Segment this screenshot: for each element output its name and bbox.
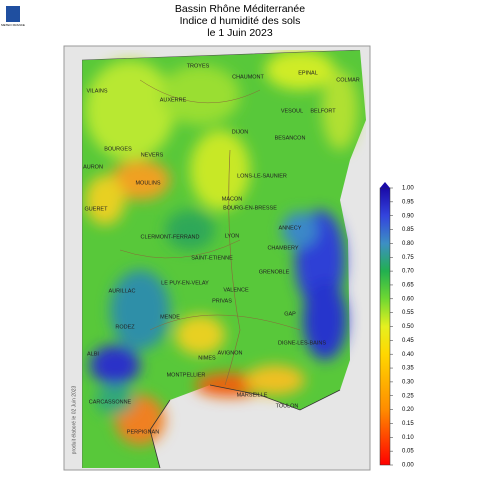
colorbar-tick-label: 0.70 bbox=[402, 269, 414, 275]
city-label: MACON bbox=[222, 196, 243, 202]
city-label: ANNECY bbox=[279, 225, 302, 231]
city-label: BESANCON bbox=[275, 135, 306, 141]
city-label: GAP bbox=[284, 311, 296, 317]
colorbar-tick-label: 0.75 bbox=[402, 255, 414, 261]
title: Indice d humidité des sols bbox=[180, 15, 301, 27]
city-label: VILAINS bbox=[86, 88, 107, 94]
colorbar-tick-label: 0.55 bbox=[402, 310, 414, 316]
colorbar-tick-label: 0.00 bbox=[402, 463, 414, 469]
colorbar-tick-label: 0.05 bbox=[402, 449, 414, 455]
colorbar bbox=[379, 187, 391, 466]
colorbar-tick-label: 0.10 bbox=[402, 435, 414, 441]
city-label: LE PUY-EN-VELAY bbox=[161, 280, 209, 286]
city-label: GRENOBLE bbox=[259, 269, 290, 275]
city-label: PERPIGNAN bbox=[127, 429, 159, 435]
city-label: TOULON bbox=[276, 403, 299, 409]
city-label: GUERET bbox=[85, 206, 109, 212]
city-label: MARSEILLE bbox=[237, 392, 268, 398]
title: le 1 Juin 2023 bbox=[207, 27, 273, 39]
city-label: SAINT-ETIENNE bbox=[191, 255, 233, 261]
city-label: RODEZ bbox=[115, 324, 135, 330]
city-label: AUXERRE bbox=[160, 97, 187, 103]
city-label: MENDE bbox=[160, 314, 180, 320]
city-label: LONS-LE-SAUNIER bbox=[237, 173, 287, 179]
city-label: BOURG-EN-BRESSE bbox=[223, 205, 277, 211]
colorbar-tick-label: 0.35 bbox=[402, 366, 414, 372]
colorbar-tick-label: 1.00 bbox=[402, 186, 414, 192]
colorbar-tick-label: 0.25 bbox=[402, 393, 414, 399]
city-label: AVIGNON bbox=[218, 350, 243, 356]
colorbar-tick-label: 0.40 bbox=[402, 352, 414, 358]
city-label: BELFORT bbox=[310, 108, 336, 114]
title: Bassin Rhône Méditerranée bbox=[175, 3, 305, 15]
city-label: LYON bbox=[225, 233, 240, 239]
city-label: TROYES bbox=[187, 63, 210, 69]
city-label: PRIVAS bbox=[212, 298, 232, 304]
logo-text: METEO FRANCE bbox=[1, 23, 25, 27]
colorbar-tick-label: 0.30 bbox=[402, 379, 414, 385]
city-label: DIGNE-LES-BAINS bbox=[278, 340, 326, 346]
city-label: MONTPELLIER bbox=[167, 372, 206, 378]
city-label: BOURGES bbox=[104, 146, 132, 152]
city-label: CHAUMONT bbox=[232, 74, 264, 80]
colorbar-tick-label: 0.90 bbox=[402, 213, 414, 219]
logo bbox=[6, 6, 20, 22]
colorbar-tick-label: 0.65 bbox=[402, 283, 414, 289]
city-label: NIMES bbox=[198, 355, 216, 361]
map bbox=[82, 50, 366, 468]
colorbar-arrow bbox=[380, 182, 390, 188]
city-label: CARCASSONNE bbox=[89, 399, 132, 405]
colorbar-tick-label: 0.50 bbox=[402, 324, 414, 330]
city-labels: TROYES CHAUMONT EPINAL COLMAR VILAINS AUXERRE… bbox=[83, 63, 360, 435]
city-label: CLERMONT-FERRAND bbox=[141, 234, 200, 240]
city-label: NEVERS bbox=[141, 152, 164, 158]
colorbar-tick-label: 0.45 bbox=[402, 338, 414, 344]
city-label: DIJON bbox=[232, 129, 249, 135]
city-label: MOULINS bbox=[135, 180, 160, 186]
city-label: AURON bbox=[83, 164, 103, 170]
city-label: VALENCE bbox=[223, 287, 249, 293]
colorbar-tick-label: 0.80 bbox=[402, 241, 414, 247]
side-note: produit élaboré le 02 Juin 2023 bbox=[71, 385, 77, 454]
colorbar-tick-label: 0.15 bbox=[402, 421, 414, 427]
colorbar-tick-label: 0.60 bbox=[402, 296, 414, 302]
city-label: COLMAR bbox=[336, 77, 360, 83]
city-label: AURILLAC bbox=[109, 288, 136, 294]
city-label: ALBI bbox=[87, 351, 99, 357]
city-label: CHAMBERY bbox=[267, 245, 298, 251]
city-label: VESOUL bbox=[281, 108, 303, 114]
colorbar-tick-label: 0.95 bbox=[402, 199, 414, 205]
city-label: EPINAL bbox=[298, 70, 318, 76]
colorbar-tick-label: 0.85 bbox=[402, 227, 414, 233]
colorbar-tick-label: 0.20 bbox=[402, 407, 414, 413]
